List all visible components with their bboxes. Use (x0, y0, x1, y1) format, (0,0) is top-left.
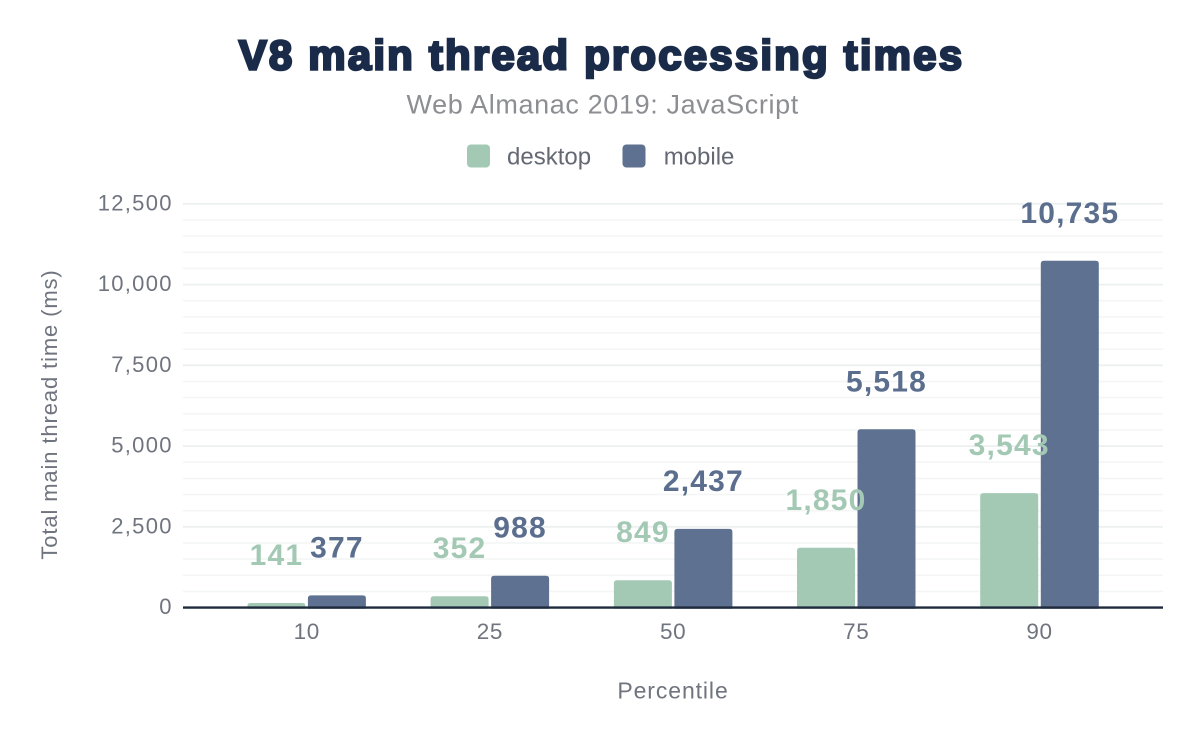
svg-text:377: 377 (310, 531, 364, 564)
svg-text:849: 849 (616, 516, 670, 549)
svg-text:2,437: 2,437 (663, 465, 744, 498)
svg-text:2,500: 2,500 (111, 513, 173, 538)
svg-text:3,543: 3,543 (969, 429, 1050, 462)
svg-text:Total main thread time (ms): Total main thread time (ms) (37, 269, 62, 559)
svg-text:5,000: 5,000 (111, 433, 173, 458)
svg-text:25: 25 (477, 619, 503, 644)
svg-text:Percentile: Percentile (617, 678, 728, 704)
svg-text:0: 0 (159, 594, 173, 619)
svg-text:1,850: 1,850 (785, 484, 866, 517)
svg-text:10,735: 10,735 (1020, 197, 1119, 230)
svg-text:V8 main thread processing time: V8 main thread processing times (239, 31, 965, 78)
svg-text:7,500: 7,500 (111, 352, 173, 377)
svg-text:141: 141 (250, 539, 304, 572)
svg-text:5,518: 5,518 (846, 365, 927, 398)
svg-text:352: 352 (433, 532, 487, 565)
svg-text:988: 988 (493, 512, 547, 545)
svg-text:10: 10 (294, 619, 320, 644)
svg-text:75: 75 (843, 619, 869, 644)
svg-text:12,500: 12,500 (98, 190, 173, 215)
svg-text:10,000: 10,000 (98, 271, 173, 296)
svg-text:desktop: desktop (507, 144, 591, 171)
svg-text:50: 50 (660, 619, 686, 644)
svg-text:Web Almanac 2019: JavaScript: Web Almanac 2019: JavaScript (407, 90, 799, 120)
svg-text:90: 90 (1026, 619, 1052, 644)
svg-text:mobile: mobile (664, 144, 735, 171)
